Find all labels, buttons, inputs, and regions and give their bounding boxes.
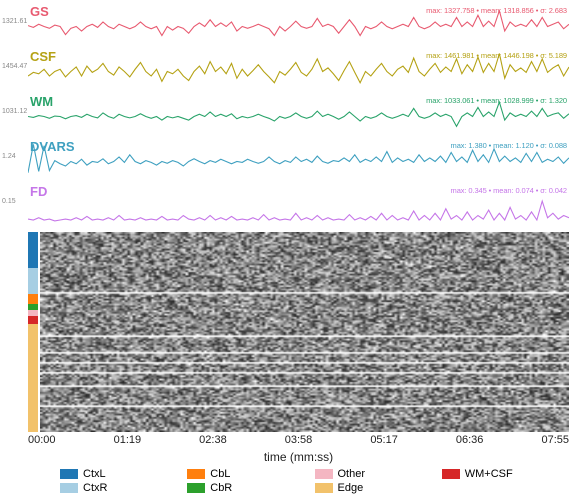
- trace-fd: 0.15 FD max: 0.345 • mean: 0.074 • σ: 0.…: [28, 184, 569, 229]
- legend-swatch: [442, 469, 460, 479]
- trace-ytick: 1321.61: [2, 18, 27, 25]
- x-tick: 01:19: [114, 434, 142, 446]
- legend-item: Edge: [315, 482, 438, 494]
- legend-label: Edge: [338, 482, 364, 494]
- legend-label: CbR: [210, 482, 232, 494]
- segment-ctxl: [28, 232, 38, 268]
- legend-item: Other: [315, 468, 438, 480]
- legend-label: Other: [338, 468, 366, 480]
- legend-item: CbR: [187, 482, 310, 494]
- trace-dvars-line: [28, 139, 569, 184]
- legend-swatch: [315, 483, 333, 493]
- trace-gs: 1321.61 GS max: 1327.758 • mean: 1318.85…: [28, 4, 569, 49]
- legend-swatch: [187, 483, 205, 493]
- legend-item: CbL: [187, 468, 310, 480]
- trace-ytick: 1.24: [2, 153, 16, 160]
- x-tick: 07:55: [541, 434, 569, 446]
- x-tick: 05:17: [370, 434, 398, 446]
- x-axis-label: time (mm:ss): [28, 450, 569, 464]
- legend-label: WM+CSF: [465, 468, 513, 480]
- trace-ytick: 1031.12: [2, 108, 27, 115]
- trace-fd-line: [28, 184, 569, 229]
- trace-ytick: 0.15: [2, 198, 16, 205]
- trace-gs-line: [28, 4, 569, 49]
- legend-swatch: [60, 483, 78, 493]
- legend-label: CtxR: [83, 482, 107, 494]
- segment-ctxr: [28, 268, 38, 294]
- carpet-plot: [28, 232, 569, 432]
- x-tick: 00:00: [28, 434, 56, 446]
- legend-item: CtxL: [60, 468, 183, 480]
- legend-label: CbL: [210, 468, 230, 480]
- segment-rest: [28, 336, 38, 432]
- x-tick: 06:36: [456, 434, 484, 446]
- trace-csf-line: [28, 49, 569, 94]
- carpet-heatmap: [40, 232, 569, 432]
- segment-edge: [28, 324, 38, 336]
- trace-wm-line: [28, 94, 569, 139]
- trace-ytick: 1454.47: [2, 63, 27, 70]
- segment-wmcsf: [28, 316, 38, 324]
- legend-item: CtxR: [60, 482, 183, 494]
- trace-wm: 1031.12 WM max: 1033.061 • mean: 1028.99…: [28, 94, 569, 139]
- x-ticks: 00:00 01:19 02:38 03:58 05:17 06:36 07:5…: [28, 434, 569, 446]
- segment-colorbar: [28, 232, 38, 432]
- x-tick: 03:58: [285, 434, 313, 446]
- segment-cbl: [28, 294, 38, 304]
- carpet-noise-canvas: [40, 232, 569, 432]
- traces-panel: 1321.61 GS max: 1327.758 • mean: 1318.85…: [28, 4, 569, 229]
- legend-swatch: [315, 469, 333, 479]
- trace-dvars: 1.24 DVARS max: 1.380 • mean: 1.120 • σ:…: [28, 139, 569, 184]
- legend-label: CtxL: [83, 468, 106, 480]
- segment-legend: CtxL CbL Other WM+CSF CtxR CbR Edge: [60, 468, 565, 494]
- legend-swatch: [60, 469, 78, 479]
- legend-swatch: [187, 469, 205, 479]
- legend-item: WM+CSF: [442, 468, 565, 480]
- trace-csf: 1454.47 CSF max: 1461.981 • mean: 1446.1…: [28, 49, 569, 94]
- x-tick: 02:38: [199, 434, 227, 446]
